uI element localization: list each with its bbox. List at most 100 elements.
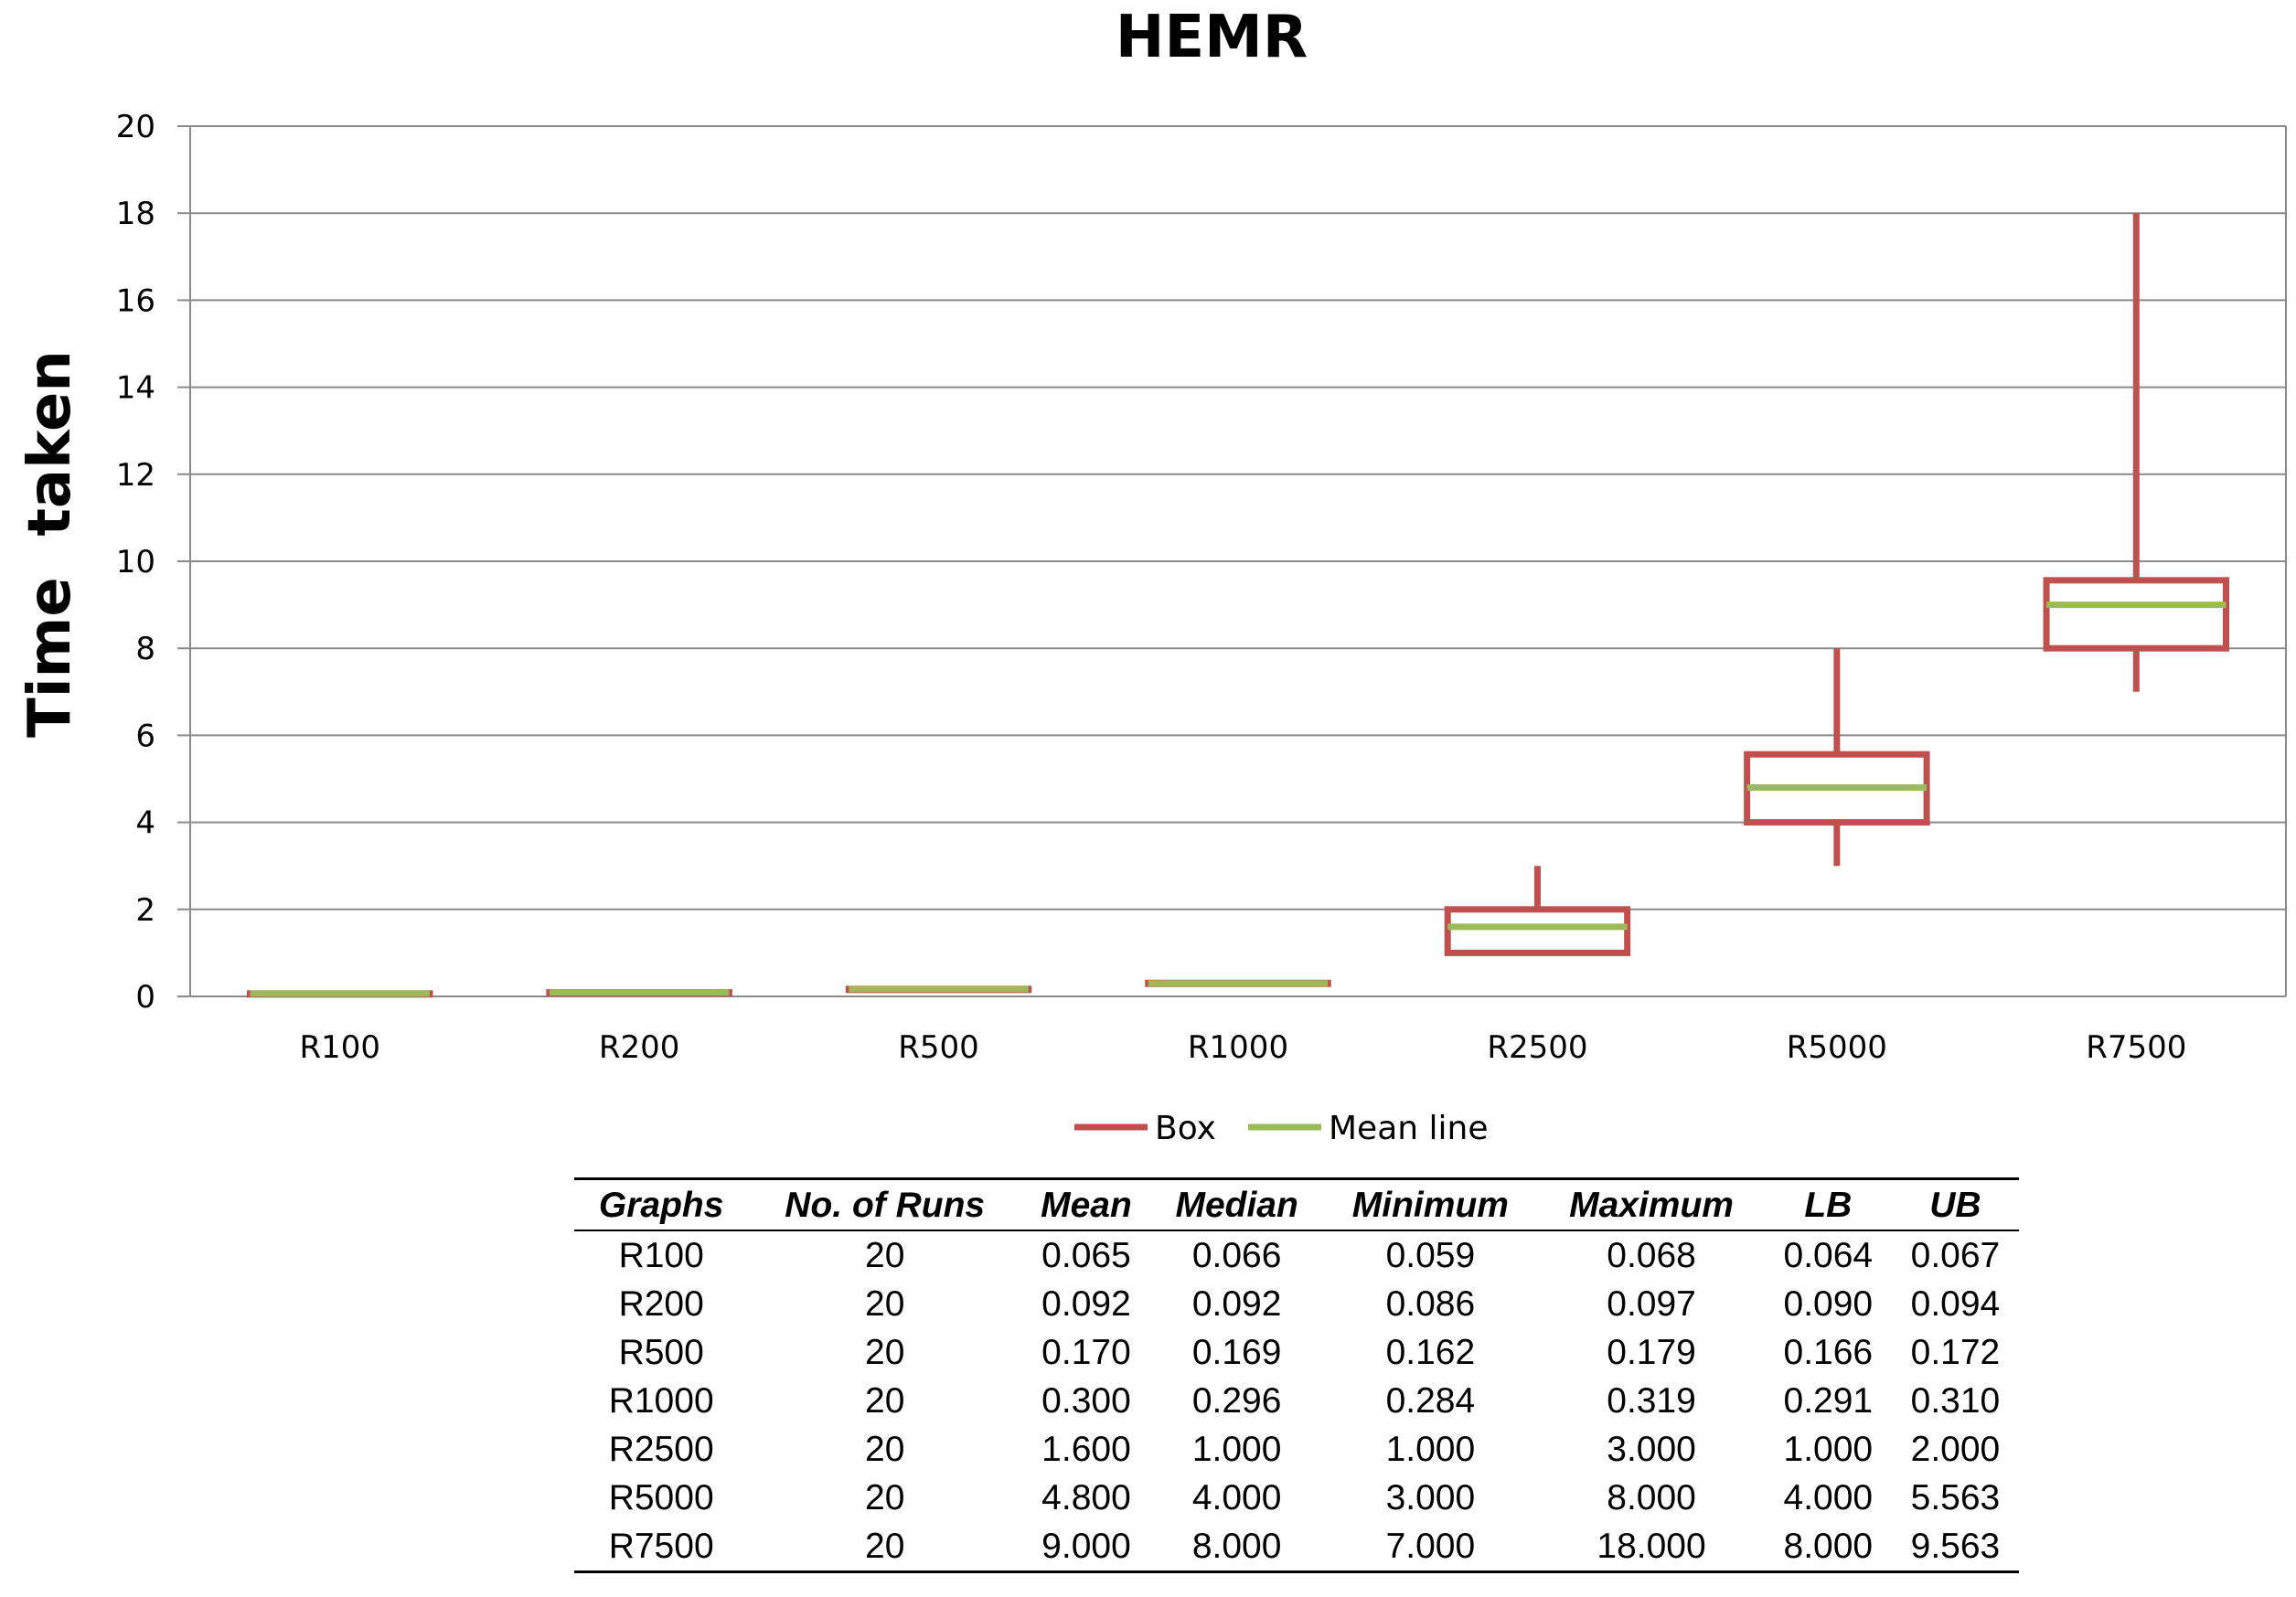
gridlines: [177, 125, 2287, 997]
table-cell: 7.000: [1322, 1522, 1539, 1573]
table-cell: 20: [865, 1333, 905, 1372]
table-header-cell: Mean: [1021, 1177, 1151, 1231]
table-cell: R100: [618, 1236, 704, 1275]
table-cell: 0.068: [1607, 1236, 1696, 1275]
y-tick-label: 18: [116, 196, 155, 232]
x-tick-label: R5000: [1787, 1029, 1887, 1066]
table-cell: 0.169: [1191, 1333, 1282, 1372]
y-tick-label: 20: [116, 109, 155, 145]
table-cell: 3.000: [1385, 1478, 1476, 1517]
table-cell: 5.563: [1910, 1478, 2001, 1517]
table-header-row: Graphs No. of Runs Mean Median Minimum Maximu…: [574, 1177, 2019, 1231]
table-cell: 20: [865, 1236, 905, 1275]
x-tick-label: R7500: [2086, 1029, 2186, 1066]
table-cell: 20: [748, 1522, 1022, 1573]
box-r500: [845, 985, 1032, 994]
table-cell: 8.000: [1764, 1522, 1892, 1573]
table-cell: 0.162: [1385, 1333, 1476, 1372]
legend: Box Mean line: [1074, 1110, 1489, 1147]
table-row: R2500 20 1.600 1.000 1.000 3.000 1.000 2.000: [574, 1425, 2019, 1474]
table-cell: 0.086: [1385, 1284, 1476, 1324]
table-cell: 20: [865, 1381, 905, 1421]
table-cell: 0.094: [1910, 1284, 2001, 1324]
table-cell: 0.065: [1041, 1236, 1131, 1275]
table-cell: 0.059: [1385, 1236, 1476, 1275]
y-tick-label: 16: [116, 282, 155, 319]
boxes: [246, 213, 2230, 998]
legend-box-label: Box: [1155, 1110, 1216, 1147]
y-tick-label: 10: [116, 544, 155, 580]
table-cell: 20: [865, 1284, 905, 1324]
legend-mean-label: Mean line: [1329, 1110, 1489, 1147]
table-cell: 0.097: [1607, 1284, 1696, 1324]
table-cell: 0.066: [1191, 1236, 1282, 1275]
table-cell: 0.310: [1910, 1381, 2001, 1421]
table-cell: 0.179: [1607, 1333, 1696, 1372]
x-tick-label: R100: [299, 1029, 380, 1066]
table-cell: 0.092: [1191, 1284, 1282, 1324]
table-body: R100 20 0.065 0.066 0.059 0.068 0.064 0.067 R200…: [574, 1230, 2019, 1573]
x-tick-label: R500: [898, 1029, 979, 1066]
table-header-cell: Minimum: [1322, 1177, 1539, 1231]
table-row: R100 20 0.065 0.066 0.059 0.068 0.064 0.067: [574, 1230, 2019, 1280]
table-cell: R200: [618, 1284, 704, 1324]
table-cell: 0.090: [1783, 1284, 1874, 1324]
table-header-cell: LB: [1764, 1177, 1892, 1231]
table-cell: 0.172: [1910, 1333, 2001, 1372]
x-tick-label: R2500: [1487, 1029, 1587, 1066]
table-cell: 0.296: [1191, 1381, 1282, 1421]
table-cell: 4.000: [1783, 1478, 1874, 1517]
chart-title: HEMR: [1116, 4, 1308, 71]
y-tick-label: 14: [116, 370, 155, 407]
table-cell: 0.284: [1385, 1381, 1476, 1421]
x-axis-labels: R100 R200 R500 R1000 R2500 R5000 R7500: [299, 1029, 2186, 1066]
table-cell: 1.000: [1385, 1430, 1476, 1469]
statistics-table: Graphs No. of Runs Mean Median Minimum Maximu…: [574, 1177, 2019, 1573]
table-cell: 0.319: [1607, 1381, 1696, 1421]
table-cell: 9.563: [1891, 1522, 2019, 1573]
table-cell: 18.000: [1538, 1522, 1765, 1573]
table-cell: 8.000: [1150, 1522, 1323, 1573]
box-r100: [246, 990, 433, 998]
table-header-cell: Median: [1150, 1177, 1323, 1231]
box-rect: [2043, 577, 2230, 652]
box-r7500: [2043, 213, 2230, 692]
table-header-cell: Graphs: [574, 1177, 749, 1231]
y-axis-label: Time taken: [16, 350, 84, 738]
box-r2500: [1444, 866, 1631, 956]
table-header-cell: UB: [1891, 1177, 2019, 1231]
table-cell: 8.000: [1607, 1478, 1696, 1517]
table-cell: 0.300: [1041, 1381, 1131, 1421]
table-cell: R500: [618, 1333, 704, 1372]
x-tick-label: R1000: [1188, 1029, 1288, 1066]
table-cell: R1000: [608, 1381, 714, 1421]
table-cell: 3.000: [1607, 1430, 1696, 1469]
table-row: R7500 20 9.000 8.000 7.000 18.000 8.000 9.563: [574, 1522, 2019, 1573]
table-cell: 9.000: [1021, 1522, 1151, 1573]
y-tick-label: 2: [135, 892, 155, 929]
table-cell: 4.800: [1041, 1478, 1131, 1517]
table-cell: 1.600: [1041, 1430, 1131, 1469]
table-cell: 0.166: [1783, 1333, 1874, 1372]
table-cell: R5000: [608, 1478, 714, 1517]
table-cell: 20: [865, 1430, 905, 1469]
y-tick-label: 0: [135, 979, 155, 1016]
table-row: R5000 20 4.800 4.000 3.000 8.000 4.000 5.563: [574, 1474, 2019, 1522]
y-tick-label: 6: [135, 718, 155, 754]
table-cell: 0.092: [1041, 1284, 1131, 1324]
table-cell: 1.000: [1191, 1430, 1282, 1469]
box-rect: [1444, 906, 1631, 956]
table-cell: 20: [865, 1478, 905, 1517]
table-cell: 0.064: [1783, 1236, 1874, 1275]
y-tick-label: 4: [135, 805, 155, 842]
table-cell: 0.291: [1783, 1381, 1874, 1421]
table-cell: R2500: [608, 1430, 714, 1469]
box-r200: [546, 989, 732, 997]
box-r5000: [1744, 648, 1930, 867]
y-tick-label: 12: [116, 457, 155, 494]
table-cell: 0.170: [1041, 1333, 1131, 1372]
x-tick-label: R200: [599, 1029, 680, 1066]
table-row: R200 20 0.092 0.092 0.086 0.097 0.090 0.094: [574, 1280, 2019, 1328]
table-cell: R7500: [574, 1522, 749, 1573]
table-header-cell: No. of Runs: [748, 1177, 1022, 1231]
